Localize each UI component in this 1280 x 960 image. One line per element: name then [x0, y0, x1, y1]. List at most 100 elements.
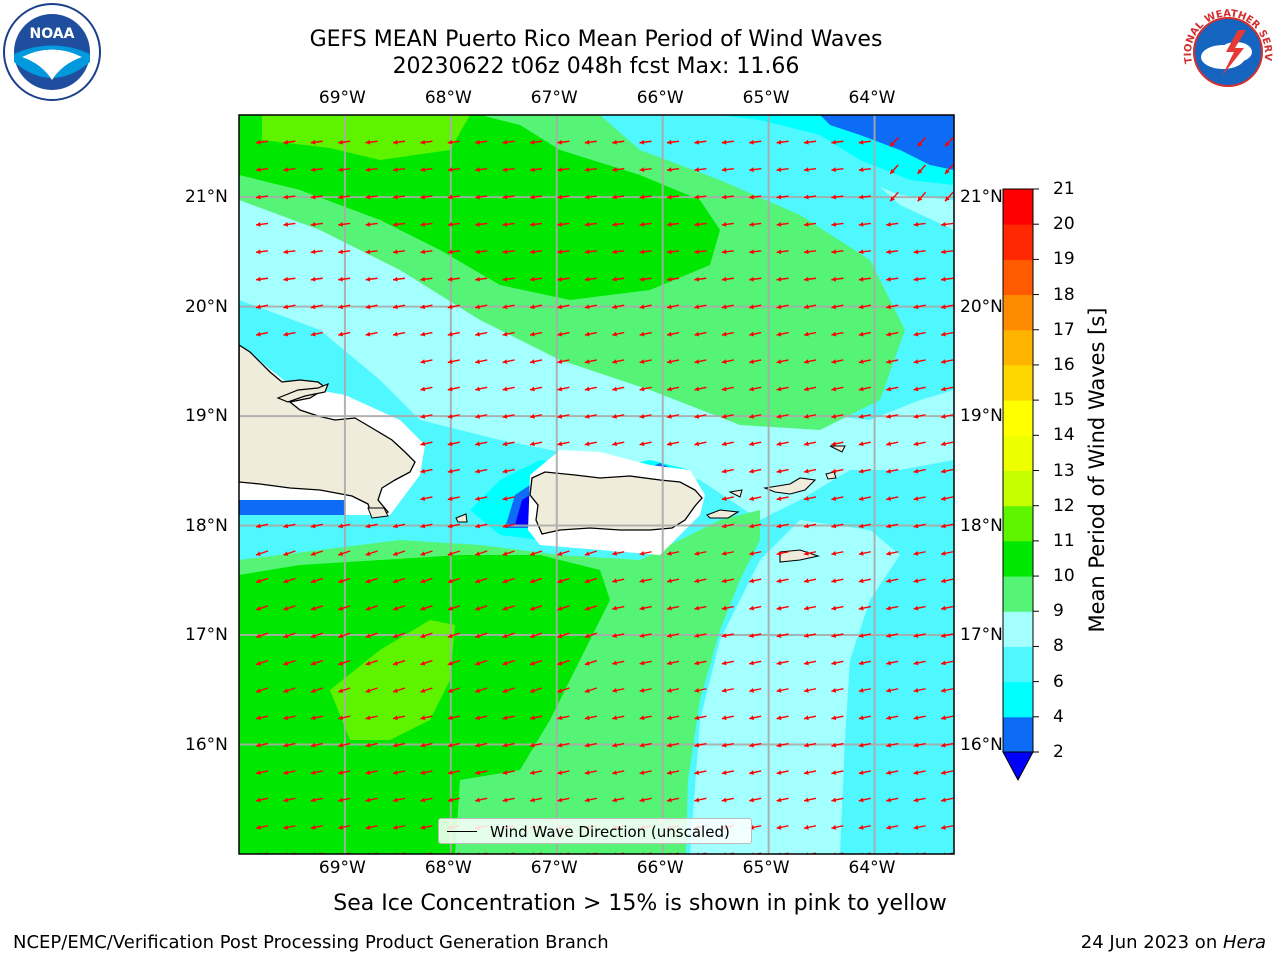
wind-arrow — [529, 550, 543, 556]
lat-tick-right: 20°N — [960, 296, 1003, 317]
wind-arrow — [447, 468, 460, 474]
wind-arrow — [475, 194, 488, 200]
wind-arrow — [913, 605, 926, 611]
wind-arrow — [803, 496, 817, 501]
colorbar-tick: 6 — [1053, 671, 1064, 692]
wind-arrow — [913, 633, 926, 638]
colorbar-segment — [1003, 681, 1033, 718]
wind-arrow — [803, 715, 817, 721]
wind-arrow — [913, 222, 926, 227]
wind-arrow — [694, 139, 707, 145]
wind-arrow — [447, 441, 460, 447]
wind-arrow — [310, 770, 323, 775]
wind-arrow — [940, 496, 954, 501]
wind-arrow — [694, 304, 707, 310]
wind-arrow — [365, 167, 378, 172]
wind-arrow — [940, 468, 954, 474]
wind-arrow — [338, 249, 351, 255]
wind-arrow — [858, 304, 871, 310]
wind-arrow — [447, 331, 460, 337]
lon-tick-bottom: 64°W — [848, 858, 896, 878]
nws-logo-icon: NATIONAL WEATHER SERVICE — [1178, 2, 1276, 100]
wind-arrow — [831, 276, 844, 282]
wind-arrow — [310, 659, 324, 666]
wind-arrow — [776, 386, 789, 392]
wind-arrow — [721, 414, 734, 419]
wind-arrow — [502, 496, 515, 501]
wind-arrow — [255, 577, 269, 584]
lon-tick-top: 67°W — [530, 88, 578, 108]
wind-arrow — [529, 605, 543, 611]
wind-arrow — [858, 523, 871, 529]
wind-arrow — [886, 660, 899, 666]
wind-arrow — [502, 715, 515, 721]
wind-arrow — [529, 770, 543, 775]
wind-arrow — [913, 386, 926, 392]
wind-arrow — [944, 137, 954, 147]
wind-arrow — [886, 276, 899, 282]
wind-arrow — [639, 386, 652, 392]
wind-arrow — [584, 770, 597, 775]
wind-arrow — [310, 167, 323, 172]
wind-arrow — [940, 359, 954, 364]
wind-arrow — [529, 797, 543, 803]
lon-tick-top: 64°W — [848, 88, 896, 108]
wind-arrow — [913, 688, 926, 693]
wind-arrow — [502, 304, 515, 310]
wind-arrow — [392, 276, 406, 282]
lon-tick-bottom: 66°W — [636, 858, 684, 878]
wind-arrow — [310, 715, 323, 721]
wind-arrow — [639, 742, 652, 748]
wind-arrow — [420, 304, 433, 310]
wind-arrow — [694, 276, 707, 282]
wind-arrow — [447, 687, 461, 693]
wind-arrow — [392, 249, 406, 255]
wind-arrow — [365, 523, 378, 529]
wind-arrow — [749, 139, 762, 145]
wind-arrow — [666, 441, 680, 447]
wind-arrow — [749, 496, 762, 501]
wind-arrow — [694, 551, 707, 556]
lat-tick-left: 19°N — [185, 406, 228, 427]
wind-arrow — [858, 222, 871, 227]
wind-arrow — [475, 167, 488, 172]
wind-arrow — [749, 441, 762, 447]
wind-arrow — [420, 468, 433, 474]
wind-arrow — [749, 386, 762, 392]
wind-arrow — [858, 386, 871, 392]
wind-arrow — [612, 276, 625, 282]
footer-branch: NCEP/EMC/Verification Post Processing Pr… — [13, 932, 609, 953]
wind-arrow — [392, 605, 406, 611]
wind-arrow — [803, 276, 817, 282]
wind-arrow — [694, 222, 707, 227]
wind-arrow — [940, 304, 954, 310]
wind-arrow — [776, 468, 789, 474]
wind-arrow — [666, 715, 680, 721]
wind-arrow — [529, 386, 543, 392]
wind-arrow — [557, 550, 570, 556]
wind-arrow — [694, 660, 707, 666]
wind-arrow — [776, 359, 789, 364]
lon-tick-top: 68°W — [424, 88, 472, 108]
wind-arrow — [255, 825, 269, 830]
wind-arrow — [392, 550, 406, 556]
wind-arrow — [365, 715, 378, 721]
wind-arrow — [749, 578, 762, 584]
wind-arrow — [255, 797, 269, 803]
lon-tick-bottom: 69°W — [318, 858, 366, 878]
wind-arrow — [612, 660, 625, 666]
wind-arrow — [612, 194, 625, 200]
wind-arrow — [886, 715, 899, 721]
wind-arrow — [803, 688, 817, 693]
colorbar-tick: 16 — [1053, 354, 1075, 375]
wind-arrow — [913, 414, 926, 419]
lon-tick-top: 66°W — [636, 88, 684, 108]
wind-arrow — [721, 194, 734, 200]
lon-tick-bottom: 65°W — [742, 858, 790, 878]
wind-arrow — [858, 715, 871, 721]
wind-arrow — [447, 359, 460, 364]
wind-arrow — [255, 523, 269, 529]
wind-arrow — [474, 605, 488, 611]
wave-period-field — [239, 115, 954, 854]
wind-arrow — [557, 276, 570, 282]
